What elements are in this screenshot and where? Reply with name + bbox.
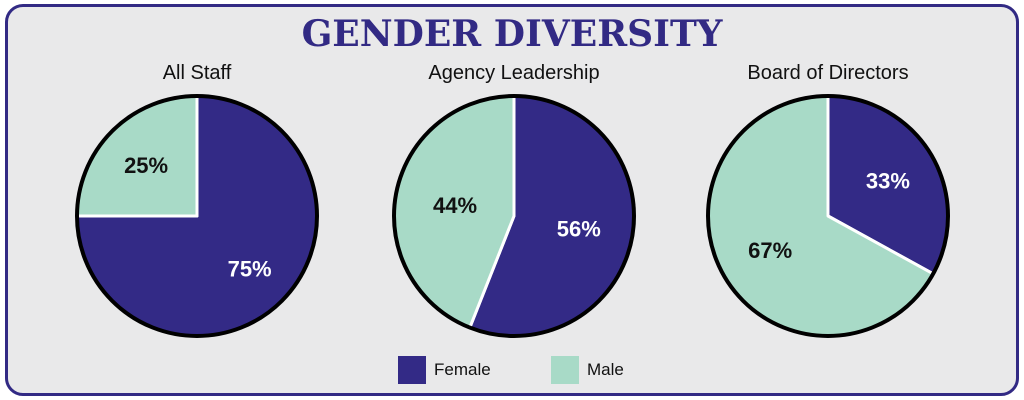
legend-swatch-female	[398, 356, 426, 384]
slice-label-male: 44%	[433, 193, 477, 218]
slice-label-female: 33%	[866, 169, 910, 194]
pie-all-staff: 75% 25%	[75, 94, 319, 338]
legend-label-male: Male	[587, 360, 624, 379]
pie-board-of-directors: 33% 67%	[706, 94, 950, 338]
page-title: GENDER DIVERSITY	[301, 13, 723, 55]
pie-outline	[392, 94, 636, 338]
pie-title-all-staff: All Staff	[162, 62, 232, 84]
slice-label-male: 25%	[124, 153, 168, 178]
pie-title-board-of-directors: Board of Directors	[747, 62, 909, 84]
slice-label-female: 56%	[557, 216, 601, 241]
pie-outline	[706, 94, 950, 338]
slice-label-female: 75%	[228, 257, 272, 282]
pie-agency-leadership: 56% 44%	[392, 94, 636, 338]
legend-label-female: Female	[434, 360, 491, 379]
legend-swatch-male	[551, 356, 579, 384]
pie-title-agency-leadership: Agency Leadership	[428, 62, 600, 84]
slice-label-male: 67%	[748, 238, 792, 263]
pie-outline	[75, 94, 319, 338]
